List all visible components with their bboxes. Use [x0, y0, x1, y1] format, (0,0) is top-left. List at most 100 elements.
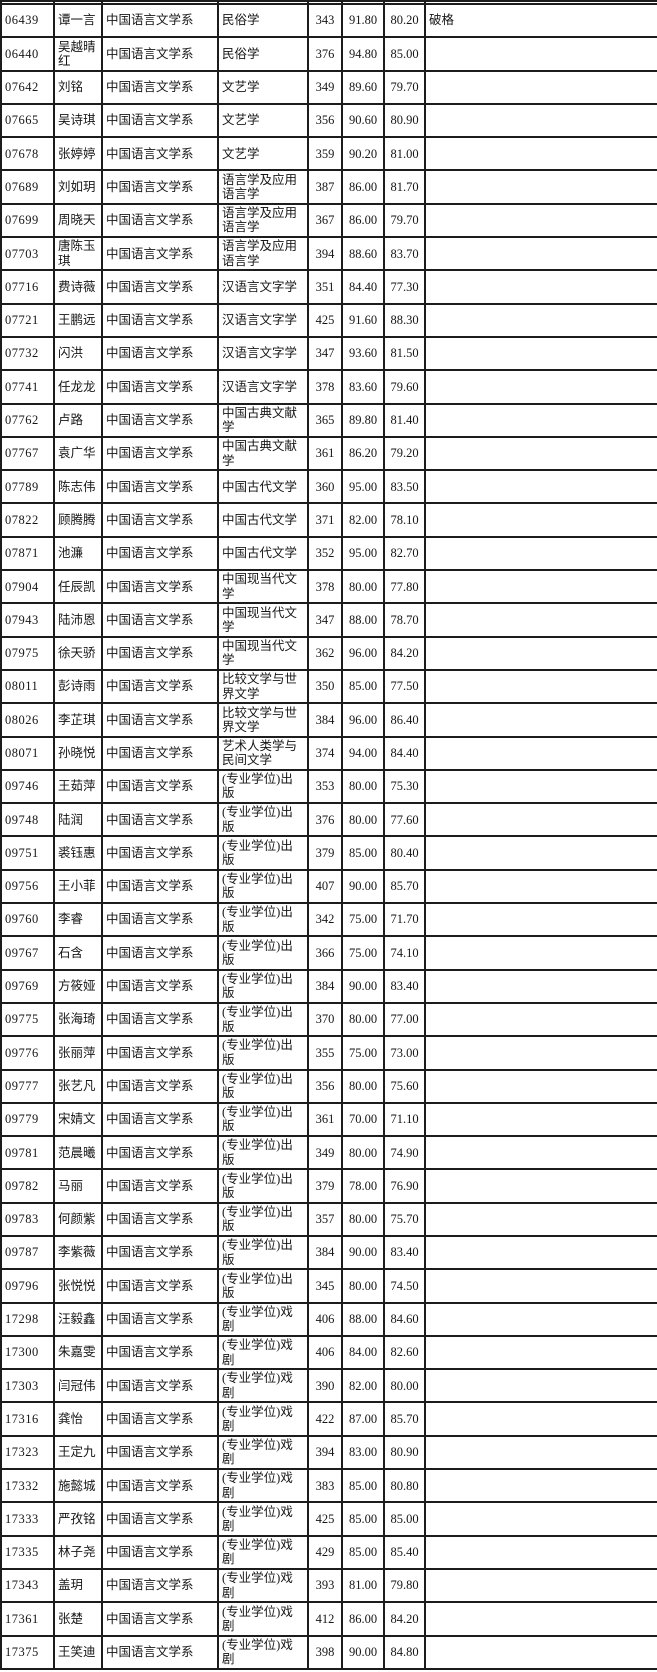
candidate-name-cell: 王笑迪 — [53, 1634, 103, 1670]
department-cell: 中国语言文学系 — [101, 569, 219, 605]
department-cell: 中国语言文学系 — [101, 402, 219, 438]
candidate-name-cell: 吴越晴红 — [53, 36, 103, 72]
major-cell: (专业学位)出版 — [217, 935, 309, 971]
score-3-cell: 85.00 — [383, 1501, 426, 1537]
major-cell: (专业学位)戏剧 — [217, 1468, 309, 1504]
major-cell: (专业学位)出版 — [217, 1168, 309, 1204]
table-row: 09779 宋婧文 中国语言文学系 (专业学位)出版 361 70.00 71.… — [0, 1101, 657, 1138]
score-3-cell: 82.60 — [383, 1334, 426, 1371]
major-cell: (专业学位)出版 — [217, 1234, 309, 1271]
candidate-name-cell: 施懿城 — [53, 1468, 103, 1504]
major-cell: (专业学位)出版 — [217, 802, 309, 838]
score-2-cell: 80.00 — [341, 768, 385, 805]
total-score-cell: 384 — [307, 1234, 343, 1271]
department-cell: 中国语言文学系 — [101, 868, 219, 905]
candidate-id-cell: 07741 — [0, 369, 55, 405]
score-3-cell: 84.40 — [383, 735, 426, 771]
remark-cell — [424, 1234, 657, 1271]
table-row: 06439 谭一言 中国语言文学系 民俗学 343 91.80 80.20 破格 — [0, 2, 657, 39]
department-cell: 中国语言文学系 — [101, 802, 219, 838]
candidate-id-cell: 09760 — [0, 902, 55, 938]
table-row: 17375 王笑迪 中国语言文学系 (专业学位)戏剧 398 90.00 84.… — [0, 1634, 657, 1670]
remark-cell — [424, 1534, 657, 1570]
major-cell: (专业学位)出版 — [217, 1268, 309, 1304]
total-score-cell: 376 — [307, 802, 343, 838]
score-3-cell: 77.50 — [383, 668, 426, 705]
candidate-id-cell: 09787 — [0, 1234, 55, 1271]
candidate-name-cell: 孙晓悦 — [53, 735, 103, 771]
score-2-cell: 80.00 — [341, 1201, 385, 1237]
total-score-cell: 407 — [307, 868, 343, 905]
score-3-cell: 74.10 — [383, 935, 426, 971]
candidate-id-cell: 08011 — [0, 668, 55, 705]
total-score-cell: 347 — [307, 602, 343, 638]
major-cell: 汉语言文字学 — [217, 269, 309, 305]
score-2-cell: 75.00 — [341, 1035, 385, 1071]
remark-cell — [424, 902, 657, 938]
major-cell: 文艺学 — [217, 69, 309, 105]
table-row: 07732 闪洪 中国语言文学系 汉语言文字学 347 93.60 81.50 — [0, 335, 657, 372]
remark-cell — [424, 1567, 657, 1604]
score-2-cell: 83.00 — [341, 1434, 385, 1471]
score-2-cell: 81.00 — [341, 1567, 385, 1604]
candidate-id-cell: 09783 — [0, 1201, 55, 1237]
candidate-name-cell: 张丽萍 — [53, 1035, 103, 1071]
department-cell: 中国语言文学系 — [101, 1101, 219, 1138]
score-3-cell: 82.70 — [383, 535, 426, 572]
total-score-cell: 379 — [307, 1168, 343, 1204]
score-3-cell: 79.60 — [383, 369, 426, 405]
major-cell: 文艺学 — [217, 136, 309, 172]
candidate-name-cell: 王小菲 — [53, 868, 103, 905]
candidate-name-cell: 周晓天 — [53, 202, 103, 239]
candidate-id-cell: 08071 — [0, 735, 55, 771]
score-3-cell: 75.70 — [383, 1201, 426, 1237]
table-row: 07767 袁广华 中国语言文学系 中国古典文献学 361 86.20 79.2… — [0, 435, 657, 472]
candidate-name-cell: 费诗薇 — [53, 269, 103, 305]
table-row: 17332 施懿城 中国语言文学系 (专业学位)戏剧 383 85.00 80.… — [0, 1468, 657, 1504]
candidate-id-cell: 07665 — [0, 102, 55, 139]
table-row: 07703 唐陈玉琪 中国语言文学系 语言学及应用语言学 394 88.60 8… — [0, 236, 657, 272]
table-row: 09756 王小菲 中国语言文学系 (专业学位)出版 407 90.00 85.… — [0, 868, 657, 905]
table-row: 07741 任龙龙 中国语言文学系 汉语言文字学 378 83.60 79.60 — [0, 369, 657, 405]
department-cell: 中国语言文学系 — [101, 835, 219, 871]
table-row: 09767 石含 中国语言文学系 (专业学位)出版 366 75.00 74.1… — [0, 935, 657, 971]
score-2-cell: 87.00 — [341, 1401, 385, 1437]
department-cell: 中国语言文学系 — [101, 902, 219, 938]
department-cell: 中国语言文学系 — [101, 768, 219, 805]
table-row: 17343 盖玥 中国语言文学系 (专业学位)戏剧 393 81.00 79.8… — [0, 1567, 657, 1604]
table-row: 08071 孙晓悦 中国语言文学系 艺术人类学与民间文学 374 94.00 8… — [0, 735, 657, 771]
remark-cell — [424, 1301, 657, 1337]
major-cell: (专业学位)戏剧 — [217, 1368, 309, 1404]
candidate-id-cell: 07767 — [0, 435, 55, 472]
total-score-cell: 352 — [307, 535, 343, 572]
score-2-cell: 96.00 — [341, 635, 385, 671]
score-3-cell: 80.00 — [383, 1368, 426, 1404]
major-cell: (专业学位)出版 — [217, 1101, 309, 1138]
score-2-cell: 86.00 — [341, 1601, 385, 1637]
total-score-cell: 376 — [307, 36, 343, 72]
candidate-id-cell: 07789 — [0, 469, 55, 505]
remark-cell — [424, 102, 657, 139]
candidate-id-cell: 07732 — [0, 335, 55, 372]
candidate-name-cell: 张艺凡 — [53, 1068, 103, 1104]
major-cell: (专业学位)出版 — [217, 1068, 309, 1104]
candidate-name-cell: 李睿 — [53, 902, 103, 938]
total-score-cell: 406 — [307, 1334, 343, 1371]
candidate-name-cell: 吴诗琪 — [53, 102, 103, 139]
department-cell: 中国语言文学系 — [101, 968, 219, 1004]
remark-cell — [424, 735, 657, 771]
major-cell: (专业学位)出版 — [217, 768, 309, 805]
major-cell: (专业学位)出版 — [217, 1135, 309, 1171]
score-3-cell: 84.20 — [383, 1601, 426, 1637]
candidate-name-cell: 龚怡 — [53, 1401, 103, 1437]
candidate-name-cell: 宋婧文 — [53, 1101, 103, 1138]
department-cell: 中国语言文学系 — [101, 1567, 219, 1604]
candidate-id-cell: 17333 — [0, 1501, 55, 1537]
score-2-cell: 91.80 — [341, 2, 385, 39]
score-2-cell: 94.00 — [341, 735, 385, 771]
table-row: 09777 张艺凡 中国语言文学系 (专业学位)出版 356 80.00 75.… — [0, 1068, 657, 1104]
table-row: 07943 陆沛恩 中国语言文学系 中国现当代文学 347 88.00 78.7… — [0, 602, 657, 638]
total-score-cell: 359 — [307, 136, 343, 172]
score-2-cell: 85.00 — [341, 1468, 385, 1504]
